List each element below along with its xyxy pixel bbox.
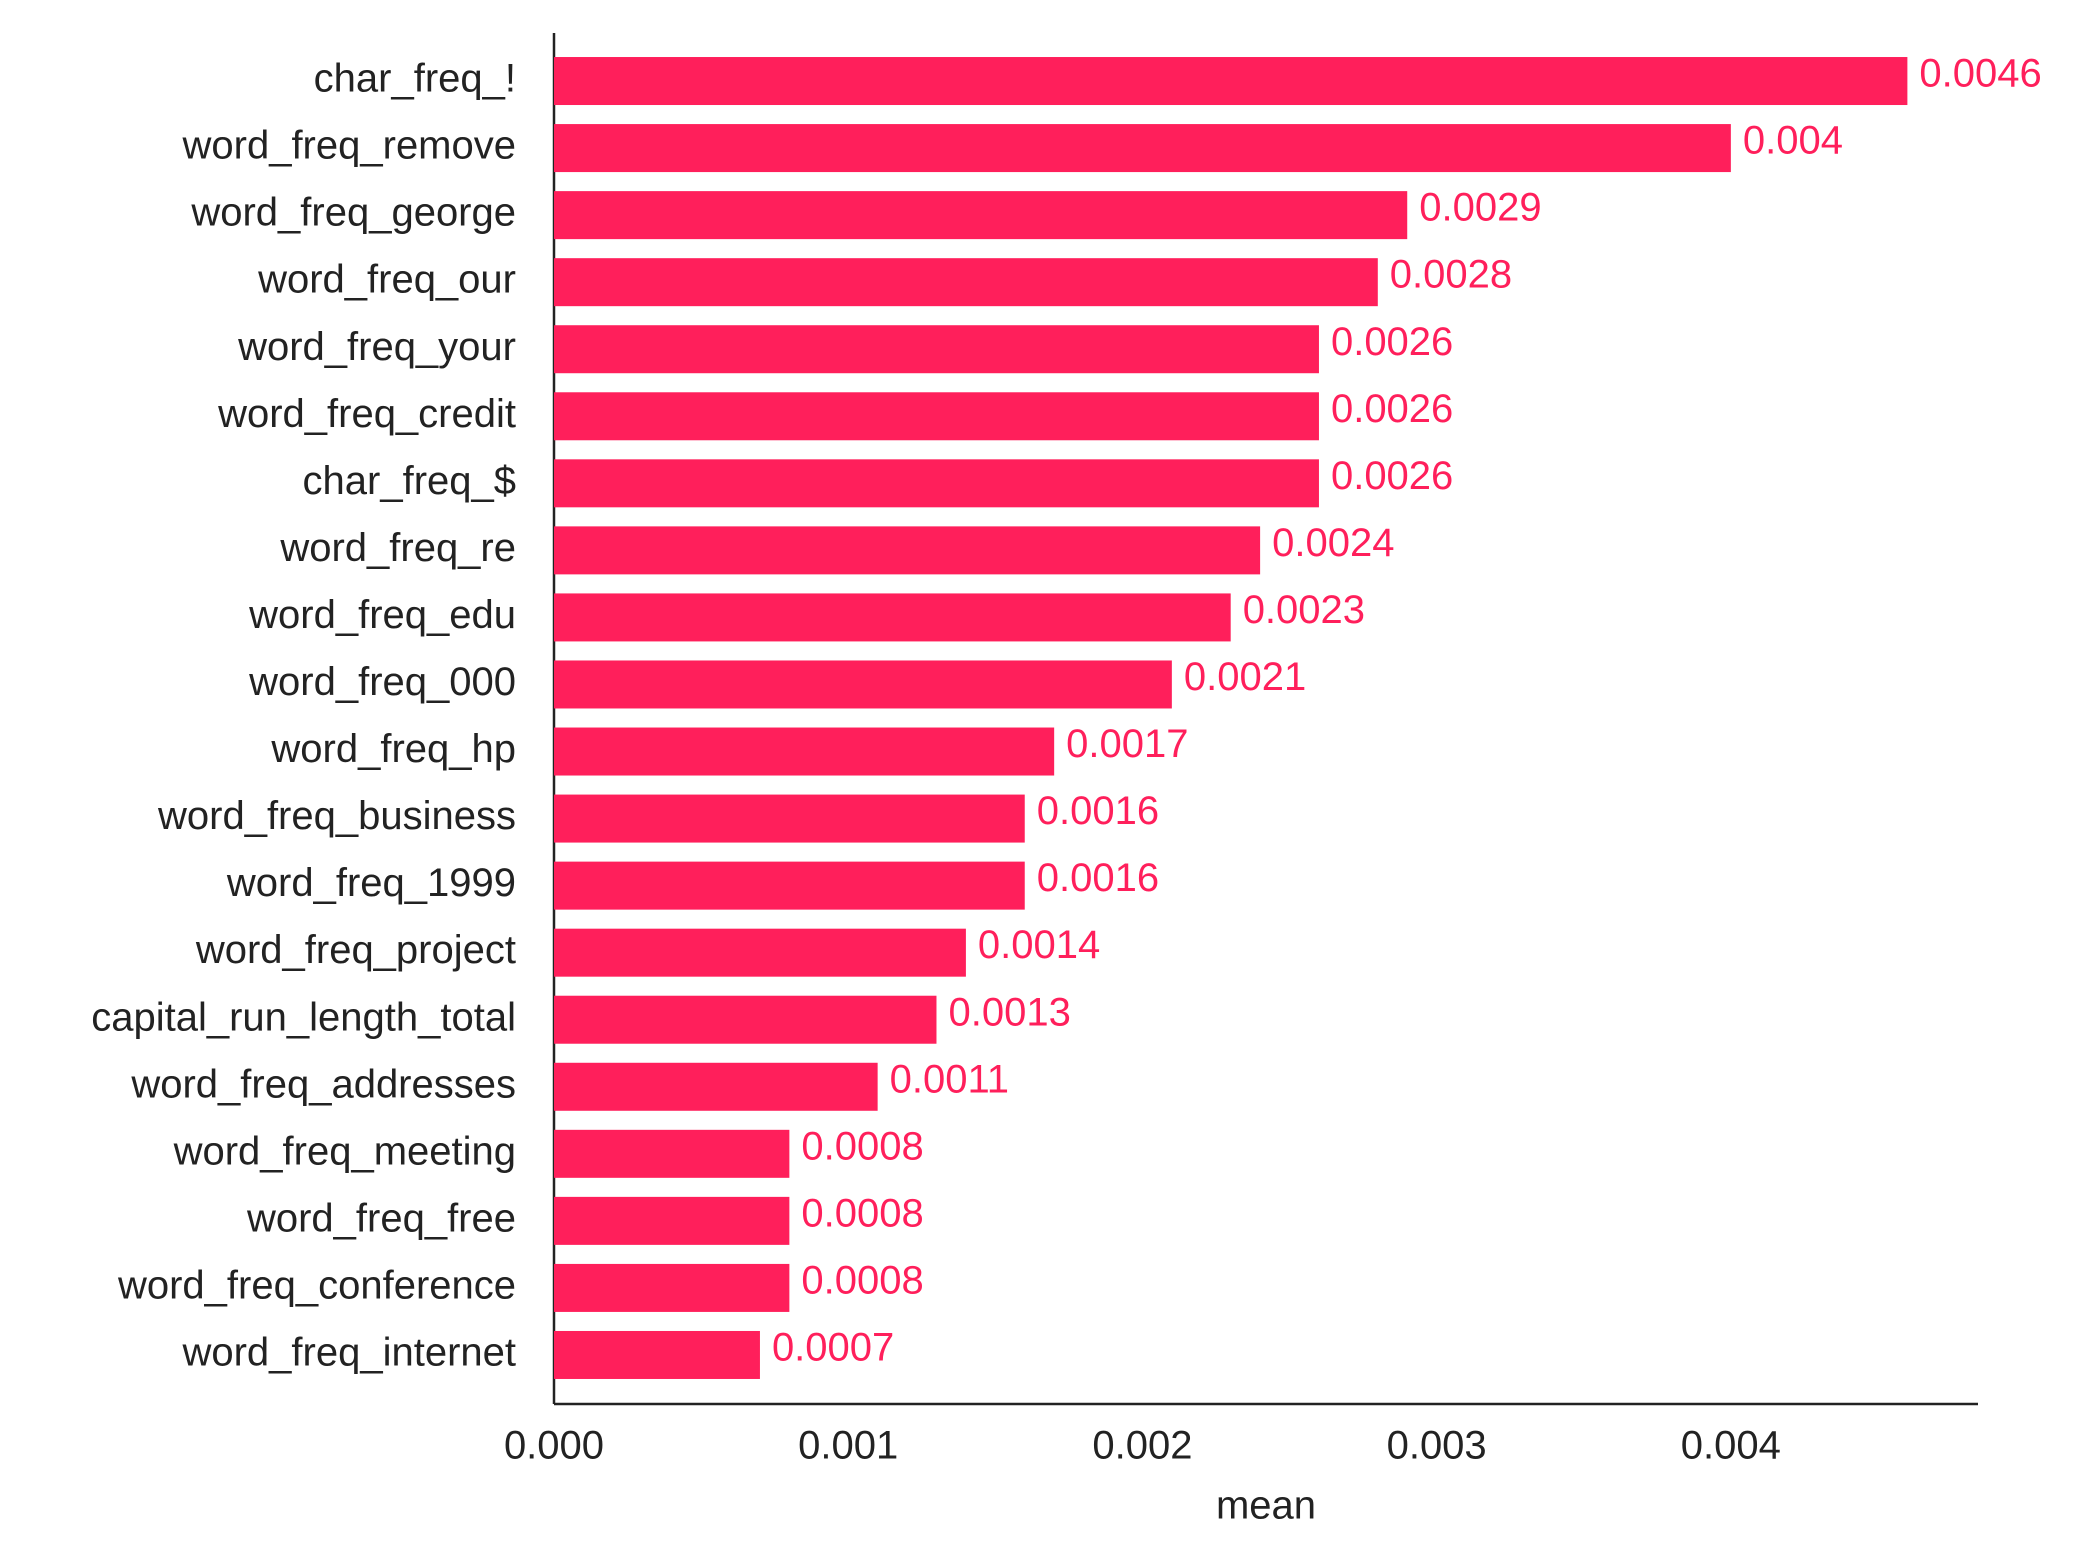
y-tick-label: word_freq_000 (248, 660, 516, 704)
value-label: 0.0008 (801, 1258, 923, 1302)
value-label: 0.0023 (1243, 588, 1365, 632)
y-tick-label: word_freq_remove (182, 124, 517, 168)
value-label: 0.0046 (1919, 52, 2041, 96)
bar (554, 124, 1731, 173)
x-tick-label: 0.002 (1092, 1424, 1192, 1468)
value-label: 0.0016 (1037, 856, 1159, 900)
value-label: 0.0007 (772, 1326, 894, 1370)
y-tick-label: word_freq_internet (181, 1331, 516, 1375)
y-tick-label: word_freq_edu (248, 593, 516, 637)
x-tick-label: 0.004 (1681, 1424, 1781, 1468)
y-tick-label: word_freq_1999 (226, 861, 516, 905)
bar (554, 727, 1055, 776)
y-tick-label: word_freq_meeting (173, 1129, 516, 1173)
x-axis-label: mean (1216, 1484, 1316, 1528)
bar (554, 1129, 790, 1178)
y-tick-label: word_freq_free (246, 1196, 516, 1240)
value-label: 0.0011 (890, 1057, 1009, 1101)
value-label: 0.0026 (1331, 320, 1453, 364)
y-tick-label: word_freq_credit (217, 392, 516, 436)
value-label: 0.0026 (1331, 387, 1453, 431)
y-tick-label: capital_run_length_total (91, 995, 516, 1039)
bar (554, 1263, 790, 1312)
value-label: 0.0028 (1390, 253, 1512, 297)
bar (554, 459, 1319, 508)
bar (554, 928, 966, 977)
y-tick-label: char_freq_$ (303, 459, 516, 503)
bar (554, 660, 1172, 709)
bar (554, 392, 1319, 441)
value-label: 0.0029 (1419, 186, 1541, 230)
y-tick-label: word_freq_re (279, 526, 516, 570)
value-label: 0.0024 (1272, 521, 1394, 565)
bar (554, 1196, 790, 1245)
value-label: 0.0016 (1037, 789, 1159, 833)
x-tick-label: 0.000 (504, 1424, 604, 1468)
y-tick-label: word_freq_business (157, 794, 516, 838)
x-tick-label: 0.003 (1387, 1424, 1487, 1468)
y-tick-label: word_freq_hp (270, 727, 516, 771)
y-tick-label: char_freq_! (314, 57, 516, 101)
bar (554, 1062, 878, 1111)
bar (554, 526, 1261, 575)
y-tick-label: word_freq_conference (117, 1263, 516, 1307)
value-label: 0.0013 (948, 990, 1070, 1034)
bar (554, 57, 1908, 106)
y-tick-label: word_freq_your (237, 325, 516, 369)
x-tick-label: 0.001 (798, 1424, 898, 1468)
bar (554, 325, 1319, 374)
bar (554, 258, 1378, 307)
y-tick-label: word_freq_addresses (130, 1062, 516, 1106)
value-label: 0.0008 (801, 1191, 923, 1235)
value-label: 0.0021 (1184, 655, 1306, 699)
bar (554, 861, 1025, 910)
y-tick-label: word_freq_george (190, 191, 516, 235)
bar (554, 995, 937, 1044)
bar (554, 593, 1231, 642)
y-tick-label: word_freq_our (257, 258, 516, 302)
bar (554, 1330, 760, 1379)
value-label: 0.004 (1743, 119, 1843, 163)
bar (554, 191, 1408, 240)
value-label: 0.0026 (1331, 454, 1453, 498)
y-tick-label: word_freq_project (195, 928, 516, 972)
value-label: 0.0008 (801, 1124, 923, 1168)
value-label: 0.0017 (1066, 722, 1188, 766)
value-label: 0.0014 (978, 923, 1100, 967)
bar (554, 794, 1025, 843)
